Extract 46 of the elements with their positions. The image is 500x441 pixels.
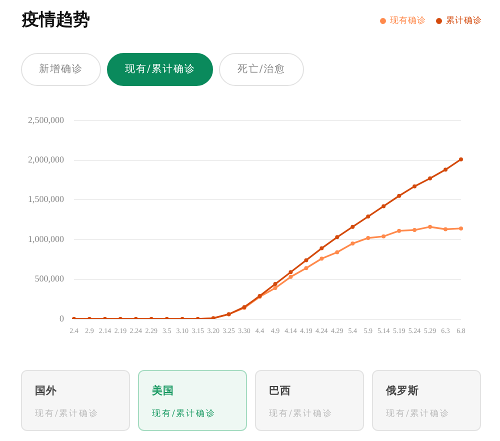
text: 现有/累计确诊 (269, 408, 333, 420)
point (320, 256, 324, 261)
text: 现有/累计确诊 (35, 408, 99, 420)
point (459, 226, 463, 230)
point (335, 235, 340, 240)
text: 美国 (152, 384, 174, 398)
text: 现有/累计确诊 (152, 408, 216, 420)
point (397, 228, 402, 233)
point (412, 184, 417, 188)
point (366, 236, 370, 240)
y-tick-label: 1,500,000 (28, 194, 64, 204)
point (412, 228, 417, 232)
point (273, 286, 278, 290)
chart-title: 疫情趋势 (22, 9, 90, 32)
point (304, 258, 308, 262)
legend-label: 累计确诊 (446, 15, 482, 27)
point (288, 274, 293, 279)
text: 俄罗斯 (386, 384, 419, 398)
text: 国外 (35, 384, 57, 398)
point (320, 246, 324, 250)
point (444, 227, 448, 232)
point (288, 270, 293, 274)
point (350, 242, 355, 246)
text: 现有/累计确诊 (125, 64, 196, 75)
text: 现有/累计确诊 (386, 408, 450, 420)
point (428, 224, 432, 229)
point (382, 204, 386, 208)
point (444, 168, 448, 172)
y-tick-label: 2,000,000 (28, 154, 64, 164)
point (335, 250, 340, 254)
point (304, 266, 308, 270)
y-tick-label: 2,500,000 (28, 114, 64, 125)
point (350, 224, 355, 229)
point (397, 194, 402, 198)
text: 巴西 (269, 384, 291, 398)
y-tick-label: 500,000 (34, 274, 64, 284)
point (382, 234, 386, 238)
point (459, 157, 463, 162)
y-tick-label: 0 (60, 313, 64, 324)
point (428, 176, 432, 180)
legend-label: 现有确诊 (390, 15, 426, 27)
text: 新增确诊 (39, 64, 83, 75)
point (366, 214, 370, 219)
text: 死亡/治愈 (237, 64, 286, 75)
point (273, 282, 278, 286)
y-tick-label: 1,000,000 (28, 234, 64, 244)
